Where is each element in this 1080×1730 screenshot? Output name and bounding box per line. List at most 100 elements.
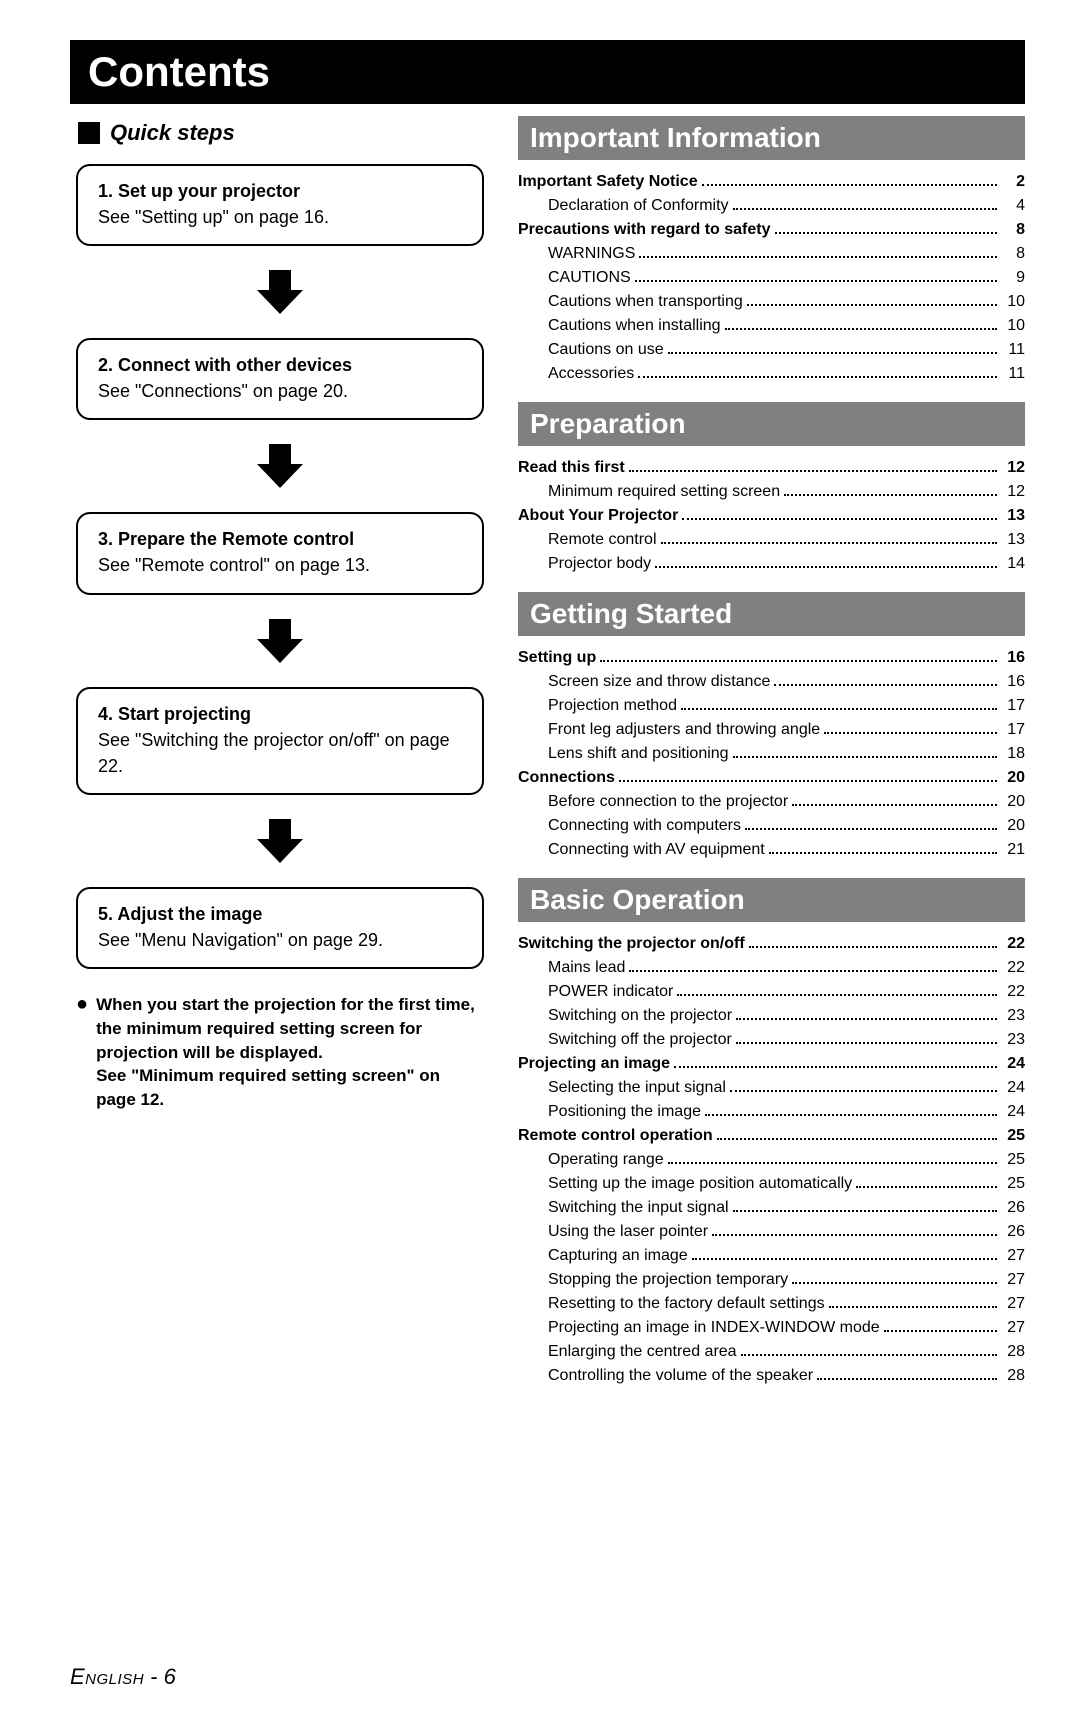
toc-entry-page: 12: [1001, 480, 1025, 504]
toc-entry: Before connection to the projector20: [518, 790, 1025, 814]
toc-section-heading: Important Information: [518, 116, 1025, 160]
toc-leader-dots: [817, 1378, 997, 1380]
toc-leader-dots: [733, 208, 997, 210]
toc-entry: Resetting to the factory default setting…: [518, 1292, 1025, 1316]
toc-leader-dots: [769, 852, 997, 854]
toc-entry: Lens shift and positioning18: [518, 742, 1025, 766]
toc-entry-label: POWER indicator: [548, 980, 673, 1004]
toc-entry-label: Connections: [518, 766, 615, 790]
toc-entry-label: Cautions on use: [548, 338, 664, 362]
toc-entry: Connecting with computers 20: [518, 814, 1025, 838]
toc-entry-page: 11: [1001, 362, 1025, 386]
page-title: Contents: [70, 40, 1025, 104]
toc-entry-page: 24: [1001, 1052, 1025, 1076]
toc-leader-dots: [600, 660, 997, 662]
toc-entry-label: Switching on the projector: [548, 1004, 732, 1028]
toc-entry-page: 25: [1001, 1124, 1025, 1148]
toc-leader-dots: [733, 1210, 997, 1212]
toc-entry: Cautions on use11: [518, 338, 1025, 362]
toc-leader-dots: [829, 1306, 997, 1308]
toc-entry: Projector body14: [518, 552, 1025, 576]
toc-entry-label: Projecting an image in INDEX-WINDOW mode: [548, 1316, 880, 1340]
toc-entry-label: Cautions when transporting: [548, 290, 743, 314]
toc-leader-dots: [702, 184, 997, 186]
toc-section: Important Safety Notice 2Declaration of C…: [518, 170, 1025, 386]
toc-entry-page: 2: [1001, 170, 1025, 194]
toc-entry-page: 23: [1001, 1004, 1025, 1028]
toc-leader-dots: [655, 566, 997, 568]
toc-entry-page: 10: [1001, 290, 1025, 314]
toc-entry: Switching the input signal26: [518, 1196, 1025, 1220]
toc-entry-page: 22: [1001, 932, 1025, 956]
toc-entry: Projection method17: [518, 694, 1025, 718]
quick-step-title: 2. Connect with other devices: [98, 352, 462, 378]
toc-leader-dots: [774, 684, 997, 686]
toc-leader-dots: [792, 804, 997, 806]
toc-entry: Connections 20: [518, 766, 1025, 790]
quick-step-title: 3. Prepare the Remote control: [98, 526, 462, 552]
toc-leader-dots: [736, 1018, 997, 1020]
toc-section-heading: Getting Started: [518, 592, 1025, 636]
quick-steps-heading: Quick steps: [78, 120, 490, 146]
toc-leader-dots: [784, 494, 997, 496]
toc-entry-page: 20: [1001, 814, 1025, 838]
toc-entry-label: Screen size and throw distance: [548, 670, 770, 694]
toc-entry-label: Stopping the projection temporary: [548, 1268, 788, 1292]
toc-entry: Cautions when transporting 10: [518, 290, 1025, 314]
toc-entry: Declaration of Conformity4: [518, 194, 1025, 218]
toc-entry-page: 14: [1001, 552, 1025, 576]
toc-entry-page: 22: [1001, 956, 1025, 980]
toc-entry-page: 16: [1001, 670, 1025, 694]
quick-step-box: 2. Connect with other devicesSee "Connec…: [76, 338, 484, 420]
toc-entry: Stopping the projection temporary 27: [518, 1268, 1025, 1292]
toc-entry: Minimum required setting screen12: [518, 480, 1025, 504]
toc-entry-page: 25: [1001, 1172, 1025, 1196]
toc-entry: Setting up the image position automatica…: [518, 1172, 1025, 1196]
toc-entry-page: 20: [1001, 790, 1025, 814]
toc-entry: Cautions when installing10: [518, 314, 1025, 338]
content-columns: Quick steps 1. Set up your projector See …: [70, 116, 1025, 1404]
quick-step-title: 1. Set up your projector: [98, 178, 462, 204]
toc-leader-dots: [775, 232, 997, 234]
quick-step-title: 5. Adjust the image: [98, 901, 462, 927]
quick-step-subtitle: See "Connections" on page 20.: [98, 378, 462, 404]
toc-entry-label: Operating range: [548, 1148, 664, 1172]
toc-entry: Switching on the projector 23: [518, 1004, 1025, 1028]
toc-entry-label: Connecting with computers: [548, 814, 741, 838]
arrow-down-icon: [253, 813, 307, 867]
toc-leader-dots: [824, 732, 997, 734]
toc-leader-dots: [733, 756, 997, 758]
toc-entry-label: Capturing an image: [548, 1244, 688, 1268]
toc-leader-dots: [677, 994, 997, 996]
toc-leader-dots: [635, 280, 997, 282]
arrow-wrap: [70, 264, 490, 318]
toc-entry: Projecting an image24: [518, 1052, 1025, 1076]
toc-leader-dots: [629, 970, 997, 972]
toc-entry: About Your Projector13: [518, 504, 1025, 528]
toc-entry: Operating range25: [518, 1148, 1025, 1172]
toc-leader-dots: [745, 828, 997, 830]
toc-entry-page: 27: [1001, 1268, 1025, 1292]
toc-leader-dots: [792, 1282, 997, 1284]
toc-entry: Screen size and throw distance 16: [518, 670, 1025, 694]
toc-entry-label: Important Safety Notice: [518, 170, 698, 194]
toc-leader-dots: [681, 708, 997, 710]
toc-entry-label: WARNINGS: [548, 242, 635, 266]
note-text: When you start the projection for the fi…: [96, 993, 484, 1112]
toc-entry-page: 20: [1001, 766, 1025, 790]
toc-entry-label: Resetting to the factory default setting…: [548, 1292, 825, 1316]
quick-step-subtitle: See "Remote control" on page 13.: [98, 552, 462, 578]
quick-step-box: 5. Adjust the imageSee "Menu Navigation"…: [76, 887, 484, 969]
toc-entry: WARNINGS8: [518, 242, 1025, 266]
toc-entry-page: 24: [1001, 1100, 1025, 1124]
quick-steps-column: Quick steps 1. Set up your projector See …: [70, 116, 490, 1404]
toc-entry: Positioning the image24: [518, 1100, 1025, 1124]
toc-entry-label: Using the laser pointer: [548, 1220, 708, 1244]
toc-entry: Remote control13: [518, 528, 1025, 552]
toc-leader-dots: [668, 352, 997, 354]
toc-leader-dots: [749, 946, 997, 948]
toc-entry-label: Connecting with AV equipment: [548, 838, 765, 862]
toc-section: Read this first12Minimum required settin…: [518, 456, 1025, 576]
toc-entry-label: Setting up the image position automatica…: [548, 1172, 852, 1196]
toc-entry-label: Enlarging the centred area: [548, 1340, 737, 1364]
